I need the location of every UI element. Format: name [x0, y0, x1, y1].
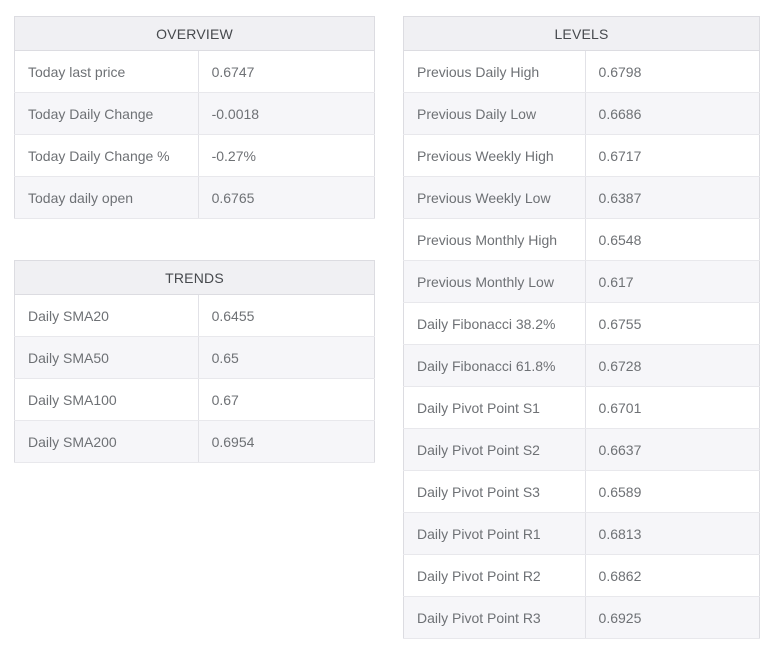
row-value: 0.6954 — [198, 420, 375, 463]
row-label: Daily SMA200 — [14, 420, 199, 463]
levels-table: LEVELS Previous Daily High 0.6798 Previo… — [403, 16, 760, 639]
row-value: 0.6747 — [198, 50, 375, 93]
overview-table: OVERVIEW Today last price 0.6747 Today D… — [14, 16, 375, 219]
row-label: Daily Fibonacci 38.2% — [403, 302, 586, 345]
row-value: 0.6589 — [585, 470, 760, 513]
table-row: Today last price 0.6747 — [14, 50, 375, 93]
table-row: Daily Pivot Point S2 0.6637 — [403, 428, 760, 471]
table-row: Daily SMA20 0.6455 — [14, 294, 375, 337]
row-label: Today Daily Change — [14, 92, 199, 135]
row-value: 0.6765 — [198, 176, 375, 219]
row-value: -0.27% — [198, 134, 375, 177]
row-label: Previous Daily Low — [403, 92, 586, 135]
row-label: Daily Pivot Point R2 — [403, 554, 586, 597]
row-value: 0.6755 — [585, 302, 760, 345]
levels-table-title: LEVELS — [403, 16, 760, 51]
row-value: 0.6862 — [585, 554, 760, 597]
table-row: Daily Pivot Point R1 0.6813 — [403, 512, 760, 555]
row-value: 0.67 — [198, 378, 375, 421]
row-label: Daily Pivot Point S1 — [403, 386, 586, 429]
row-value: 0.6717 — [585, 134, 760, 177]
row-label: Today Daily Change % — [14, 134, 199, 177]
row-value: 0.65 — [198, 336, 375, 379]
row-label: Daily Fibonacci 61.8% — [403, 344, 586, 387]
row-label: Today daily open — [14, 176, 199, 219]
row-label: Previous Weekly Low — [403, 176, 586, 219]
row-label: Previous Monthly High — [403, 218, 586, 261]
row-label: Previous Weekly High — [403, 134, 586, 177]
overview-table-title: OVERVIEW — [14, 16, 375, 51]
table-row: Previous Daily High 0.6798 — [403, 50, 760, 93]
row-value: 0.6686 — [585, 92, 760, 135]
table-row: Daily Fibonacci 38.2% 0.6755 — [403, 302, 760, 345]
row-value: 0.6387 — [585, 176, 760, 219]
table-header-row: OVERVIEW — [14, 16, 375, 51]
row-label: Today last price — [14, 50, 199, 93]
table-row: Daily SMA50 0.65 — [14, 336, 375, 379]
table-row: Daily Pivot Point S1 0.6701 — [403, 386, 760, 429]
row-value: -0.0018 — [198, 92, 375, 135]
table-row: Daily Fibonacci 61.8% 0.6728 — [403, 344, 760, 387]
row-label: Previous Monthly Low — [403, 260, 586, 303]
row-value: 0.6813 — [585, 512, 760, 555]
row-value: 0.6798 — [585, 50, 760, 93]
row-label: Daily Pivot Point R3 — [403, 596, 586, 639]
row-value: 0.6637 — [585, 428, 760, 471]
row-label: Previous Daily High — [403, 50, 586, 93]
table-header-row: LEVELS — [403, 16, 760, 51]
row-value: 0.6548 — [585, 218, 760, 261]
table-row: Daily Pivot Point R2 0.6862 — [403, 554, 760, 597]
row-value: 0.617 — [585, 260, 760, 303]
table-row: Today daily open 0.6765 — [14, 176, 375, 219]
table-row: Daily Pivot Point S3 0.6589 — [403, 470, 760, 513]
table-row: Daily Pivot Point R3 0.6925 — [403, 596, 760, 639]
row-value: 0.6455 — [198, 294, 375, 337]
table-header-row: TRENDS — [14, 260, 375, 295]
row-label: Daily SMA20 — [14, 294, 199, 337]
row-value: 0.6701 — [585, 386, 760, 429]
trends-table: TRENDS Daily SMA20 0.6455 Daily SMA50 0.… — [14, 260, 375, 463]
table-row: Daily SMA200 0.6954 — [14, 420, 375, 463]
table-row: Today Daily Change -0.0018 — [14, 92, 375, 135]
table-row: Previous Daily Low 0.6686 — [403, 92, 760, 135]
row-label: Daily Pivot Point S2 — [403, 428, 586, 471]
table-row: Previous Weekly High 0.6717 — [403, 134, 760, 177]
table-row: Previous Monthly Low 0.617 — [403, 260, 760, 303]
table-row: Today Daily Change % -0.27% — [14, 134, 375, 177]
table-row: Daily SMA100 0.67 — [14, 378, 375, 421]
table-row: Previous Weekly Low 0.6387 — [403, 176, 760, 219]
row-value: 0.6925 — [585, 596, 760, 639]
row-label: Daily Pivot Point R1 — [403, 512, 586, 555]
table-row: Previous Monthly High 0.6548 — [403, 218, 760, 261]
trends-table-title: TRENDS — [14, 260, 375, 295]
row-label: Daily SMA100 — [14, 378, 199, 421]
row-value: 0.6728 — [585, 344, 760, 387]
row-label: Daily SMA50 — [14, 336, 199, 379]
row-label: Daily Pivot Point S3 — [403, 470, 586, 513]
